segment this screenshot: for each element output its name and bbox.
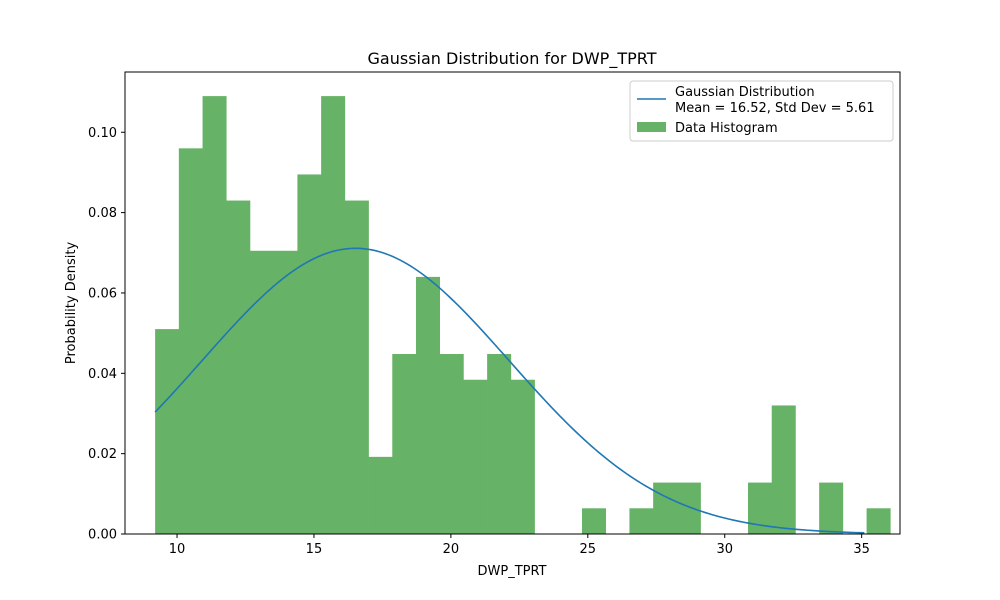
histogram-bar — [439, 354, 464, 534]
y-tick-label: 0.04 — [88, 367, 117, 382]
histogram-bar — [321, 96, 346, 535]
x-axis-label: DWP_TPRT — [477, 564, 546, 579]
x-tick-label: 15 — [306, 542, 323, 557]
histogram-bar — [582, 508, 607, 534]
histogram-bar — [202, 96, 227, 535]
x-tick-label: 20 — [443, 542, 460, 557]
y-axis-ticks: 0.00 0.02 0.04 0.06 0.08 0.10 — [88, 126, 125, 543]
legend-histogram-label: Data Histogram — [675, 121, 778, 136]
x-tick-label: 35 — [853, 542, 870, 557]
y-tick-label: 0.00 — [88, 528, 117, 543]
plot-frame — [124, 71, 901, 535]
legend-box — [629, 80, 894, 142]
histogram-bar — [676, 482, 701, 534]
legend-gaussian-line2: Mean = 16.52, Std Dev = 5.61 — [675, 101, 875, 116]
histogram-bar — [297, 174, 322, 534]
y-tick-label: 0.08 — [88, 206, 117, 221]
histogram-bar — [463, 379, 488, 534]
x-tick-label: 30 — [716, 542, 733, 557]
histogram-bar — [653, 482, 678, 534]
y-tick-label: 0.10 — [88, 126, 117, 141]
histogram-bar — [866, 508, 891, 534]
legend-gaussian-line1: Gaussian Distribution — [675, 85, 815, 100]
x-tick-label: 10 — [169, 542, 186, 557]
histogram-bar — [415, 276, 441, 534]
histogram-bar — [510, 379, 535, 534]
x-tick-label: 25 — [580, 542, 597, 557]
histogram-bar — [178, 148, 203, 534]
histogram-bar — [487, 354, 512, 534]
histogram-bar — [344, 200, 369, 534]
y-tick-label: 0.02 — [88, 447, 117, 462]
histogram-bar — [249, 250, 275, 534]
y-axis-label: Probability Density — [64, 242, 79, 365]
histogram-bar — [819, 482, 844, 534]
histogram-bars — [155, 96, 891, 535]
histogram-bar — [392, 354, 417, 534]
histogram-bar — [226, 200, 251, 534]
histogram-bar — [771, 405, 796, 534]
y-tick-label: 0.06 — [88, 286, 117, 301]
histogram-bar — [368, 456, 393, 534]
legend: Gaussian Distribution Mean = 16.52, Std … — [629, 80, 894, 142]
x-axis-ticks: 10 15 20 25 30 35 — [169, 534, 870, 557]
legend-histogram-swatch — [637, 122, 666, 132]
histogram-bar — [155, 329, 180, 534]
gaussian-curve — [154, 247, 865, 534]
chart-title: Gaussian Distribution for DWP_TPRT — [368, 49, 657, 69]
histogram-bar — [629, 508, 654, 534]
histogram-bar — [273, 250, 298, 534]
